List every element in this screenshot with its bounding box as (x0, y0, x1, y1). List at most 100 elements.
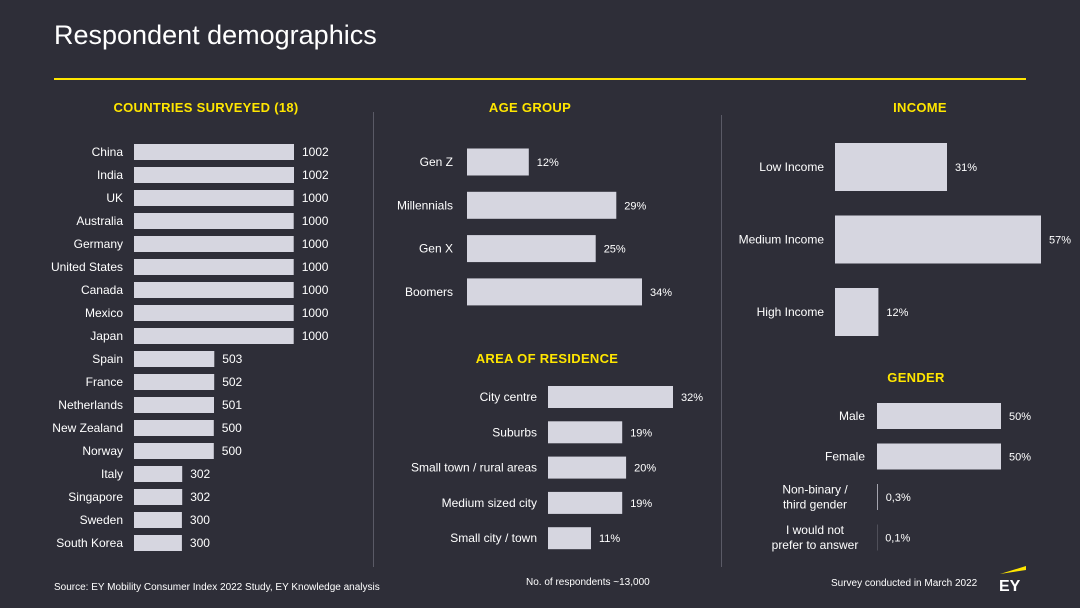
countries-category-label: Italy (101, 467, 123, 481)
income-category-label: Low Income (759, 160, 824, 174)
countries-value-label: 1000 (302, 214, 329, 228)
age-category-label: Boomers (405, 285, 453, 299)
gender-value-label: 50% (1009, 452, 1031, 464)
residence-category-label: Small city / town (450, 531, 537, 545)
residence-value-label: 19% (630, 498, 652, 510)
countries-bar (134, 535, 182, 551)
countries-category-label: Germany (74, 237, 123, 251)
age-category-label: Gen X (419, 242, 453, 256)
gender-value-label: 0,1% (885, 533, 910, 545)
countries-category-label: India (97, 168, 123, 182)
countries-bar (134, 420, 214, 436)
countries-bar (134, 236, 294, 252)
age-group-title: AGE GROUP (488, 100, 572, 115)
countries-category-label: South Korea (56, 536, 123, 550)
countries-bar (134, 374, 215, 390)
age-bar (467, 235, 596, 263)
residence-bar (548, 386, 673, 408)
income-category-label: High Income (757, 305, 825, 319)
countries-bar (134, 282, 294, 298)
countries-bar (134, 397, 214, 413)
countries-category-label: Singapore (68, 490, 123, 504)
ey-logo: EY (999, 566, 1026, 592)
countries-value-label: 300 (190, 513, 210, 527)
countries-value-label: 1000 (302, 237, 329, 251)
age-value-label: 29% (624, 200, 646, 212)
countries-bar (134, 259, 294, 275)
countries-category-label: United States (51, 260, 123, 274)
countries-bar (134, 305, 294, 321)
countries-category-label: Mexico (85, 306, 123, 320)
countries-category-label: Norway (82, 444, 123, 458)
gender-category-label: third gender (783, 498, 847, 512)
residence-bar (548, 527, 591, 550)
countries-category-label: France (86, 375, 124, 389)
survey-date-note: Survey conducted in March 2022 (831, 578, 978, 589)
gender-bar (877, 484, 878, 510)
income-title: INCOME (893, 100, 947, 115)
respondents-note: No. of respondents ~13,000 (526, 577, 650, 588)
countries-value-label: 1000 (302, 306, 329, 320)
gender-category-label: Non-binary / (782, 483, 848, 497)
countries-bar (134, 443, 214, 459)
countries-category-label: Australia (76, 214, 123, 228)
residence-value-label: 32% (681, 392, 703, 404)
countries-category-label: Canada (81, 283, 123, 297)
residence-category-label: Suburbs (492, 425, 537, 439)
countries-category-label: New Zealand (52, 421, 123, 435)
countries-value-label: 1000 (302, 260, 329, 274)
gender-bar (877, 403, 1001, 429)
countries-value-label: 500 (222, 421, 242, 435)
countries-value-label: 1000 (302, 191, 329, 205)
countries-value-label: 1000 (302, 283, 329, 297)
countries-category-label: UK (106, 191, 123, 205)
income-bar (835, 288, 879, 336)
countries-value-label: 501 (222, 398, 242, 412)
gender-title: GENDER (887, 370, 945, 385)
age-bar (467, 191, 617, 219)
countries-value-label: 300 (190, 536, 210, 550)
income-bar (835, 143, 947, 191)
countries-bar (134, 167, 294, 183)
gender-value-label: 50% (1009, 411, 1031, 423)
age-value-label: 12% (537, 157, 559, 169)
page-title: Respondent demographics (54, 20, 377, 50)
countries-bar (134, 190, 294, 206)
ey-logo-text: EY (999, 578, 1021, 592)
countries-value-label: 1002 (302, 168, 329, 182)
countries-category-label: China (92, 145, 124, 159)
residence-value-label: 20% (634, 463, 656, 475)
age-category-label: Millennials (397, 198, 453, 212)
residence-category-label: City centre (480, 390, 538, 404)
income-value-label: 12% (886, 307, 908, 319)
countries-value-label: 302 (190, 490, 210, 504)
countries-value-label: 502 (222, 375, 242, 389)
divider-right (721, 115, 722, 567)
divider-left (373, 112, 374, 567)
residence-bar (548, 456, 627, 479)
countries-value-label: 1000 (302, 329, 329, 343)
countries-bar (134, 213, 294, 229)
age-category-label: Gen Z (420, 155, 453, 169)
income-category-label: Medium Income (739, 233, 825, 247)
countries-category-label: Sweden (80, 513, 123, 527)
countries-title: COUNTRIES SURVEYED (18) (113, 100, 299, 115)
residence-bar (548, 491, 623, 514)
age-value-label: 34% (650, 287, 672, 299)
income-value-label: 57% (1049, 235, 1071, 247)
residence-bar (548, 421, 623, 444)
countries-bar (134, 328, 294, 344)
residence-value-label: 11% (599, 533, 620, 545)
countries-value-label: 503 (222, 352, 242, 366)
gender-category-label: prefer to answer (772, 538, 859, 552)
countries-value-label: 500 (222, 444, 242, 458)
age-bar (467, 148, 529, 176)
income-bar (835, 215, 1041, 264)
countries-category-label: Japan (90, 329, 123, 343)
source-note: Source: EY Mobility Consumer Index 2022 … (54, 582, 380, 593)
gender-value-label: 0,3% (886, 492, 911, 504)
countries-bar (134, 351, 215, 367)
countries-bar (134, 466, 183, 482)
countries-bar (134, 144, 294, 160)
